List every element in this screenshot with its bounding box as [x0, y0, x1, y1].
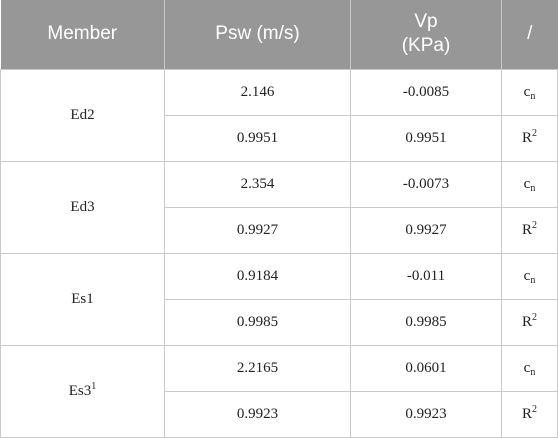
member-footnote: 1 [91, 380, 97, 392]
psw-cell: 2.2165 [164, 344, 351, 392]
table-row: Ed2 2.146 -0.0085 cn [0, 68, 558, 162]
symbol-cell: cn [501, 344, 558, 392]
table-row: 0.9923 0.9923 R2 [1, 390, 558, 438]
symbol-base: R [521, 129, 532, 146]
header-psw: Psw (m/s) [164, 0, 351, 69]
member-name: Ed3 [70, 198, 95, 215]
symbol-cell: cn [501, 160, 558, 208]
symbol-cell: cn [501, 252, 558, 300]
member-name: Ed2 [70, 106, 95, 123]
member-cell: Es31 [0, 344, 165, 438]
symbol-cell: R2 [501, 298, 558, 346]
symbol-sup: 2 [532, 311, 537, 323]
table-row: Es1 0.9184 -0.011 cn [0, 252, 558, 346]
psw-cell: 0.9951 [164, 114, 351, 162]
header-row: Member Psw (m/s) Vp (KPa) / [0, 0, 558, 69]
symbol-base: R [521, 221, 532, 238]
symbol-sub: n [530, 182, 536, 194]
header-member: Member [0, 0, 165, 69]
vp-cell: 0.9985 [350, 298, 502, 346]
psw-cell: 2.146 [164, 68, 351, 116]
symbol-sub: n [530, 274, 536, 286]
member-cell: Ed3 [0, 160, 165, 254]
table-row: 0.9985 0.9985 R2 [1, 298, 558, 346]
psw-cell: 0.9985 [164, 298, 351, 346]
vp-cell: -0.0073 [350, 160, 502, 208]
symbol-cell: R2 [501, 206, 558, 254]
vp-cell: -0.011 [350, 252, 502, 300]
header-slash: / [501, 0, 558, 69]
psw-cell: 2.354 [164, 160, 351, 208]
member-name: Es1 [71, 290, 94, 307]
symbol-cell: cn [501, 68, 558, 116]
vp-cell: 0.0601 [350, 344, 502, 392]
symbol-sup: 2 [532, 219, 537, 231]
symbol-sub: n [530, 366, 536, 378]
header-vp-line1: Vp [414, 11, 438, 33]
symbol-base: c [523, 83, 531, 100]
table-row: 0.9951 0.9951 R2 [1, 114, 558, 162]
psw-cell: 0.9923 [164, 390, 351, 438]
vp-cell: -0.0085 [350, 68, 502, 116]
symbol-base: c [523, 175, 531, 192]
symbol-sup: 2 [532, 127, 537, 139]
vp-cell: 0.9951 [350, 114, 502, 162]
header-vp-line2: (KPa) [401, 35, 451, 57]
psw-cell: 0.9927 [164, 206, 351, 254]
member-name: Es3 [68, 382, 92, 399]
symbol-cell: R2 [501, 114, 558, 162]
table-row: Es31 2.2165 0.0601 cn [0, 344, 558, 438]
member-cell: Ed2 [0, 68, 165, 162]
symbol-base: R [521, 313, 532, 330]
symbol-base: c [523, 359, 531, 376]
symbol-sup: 2 [532, 403, 537, 415]
symbol-base: c [523, 267, 531, 284]
header-vp: Vp (KPa) [350, 0, 502, 69]
symbol-sub: n [530, 90, 536, 102]
table-row: Ed3 2.354 -0.0073 cn [0, 160, 558, 254]
psw-cell: 0.9184 [164, 252, 351, 300]
member-cell: Es1 [0, 252, 165, 346]
symbol-base: R [521, 405, 532, 422]
vp-cell: 0.9923 [350, 390, 502, 438]
symbol-cell: R2 [501, 390, 558, 438]
vp-cell: 0.9927 [350, 206, 502, 254]
